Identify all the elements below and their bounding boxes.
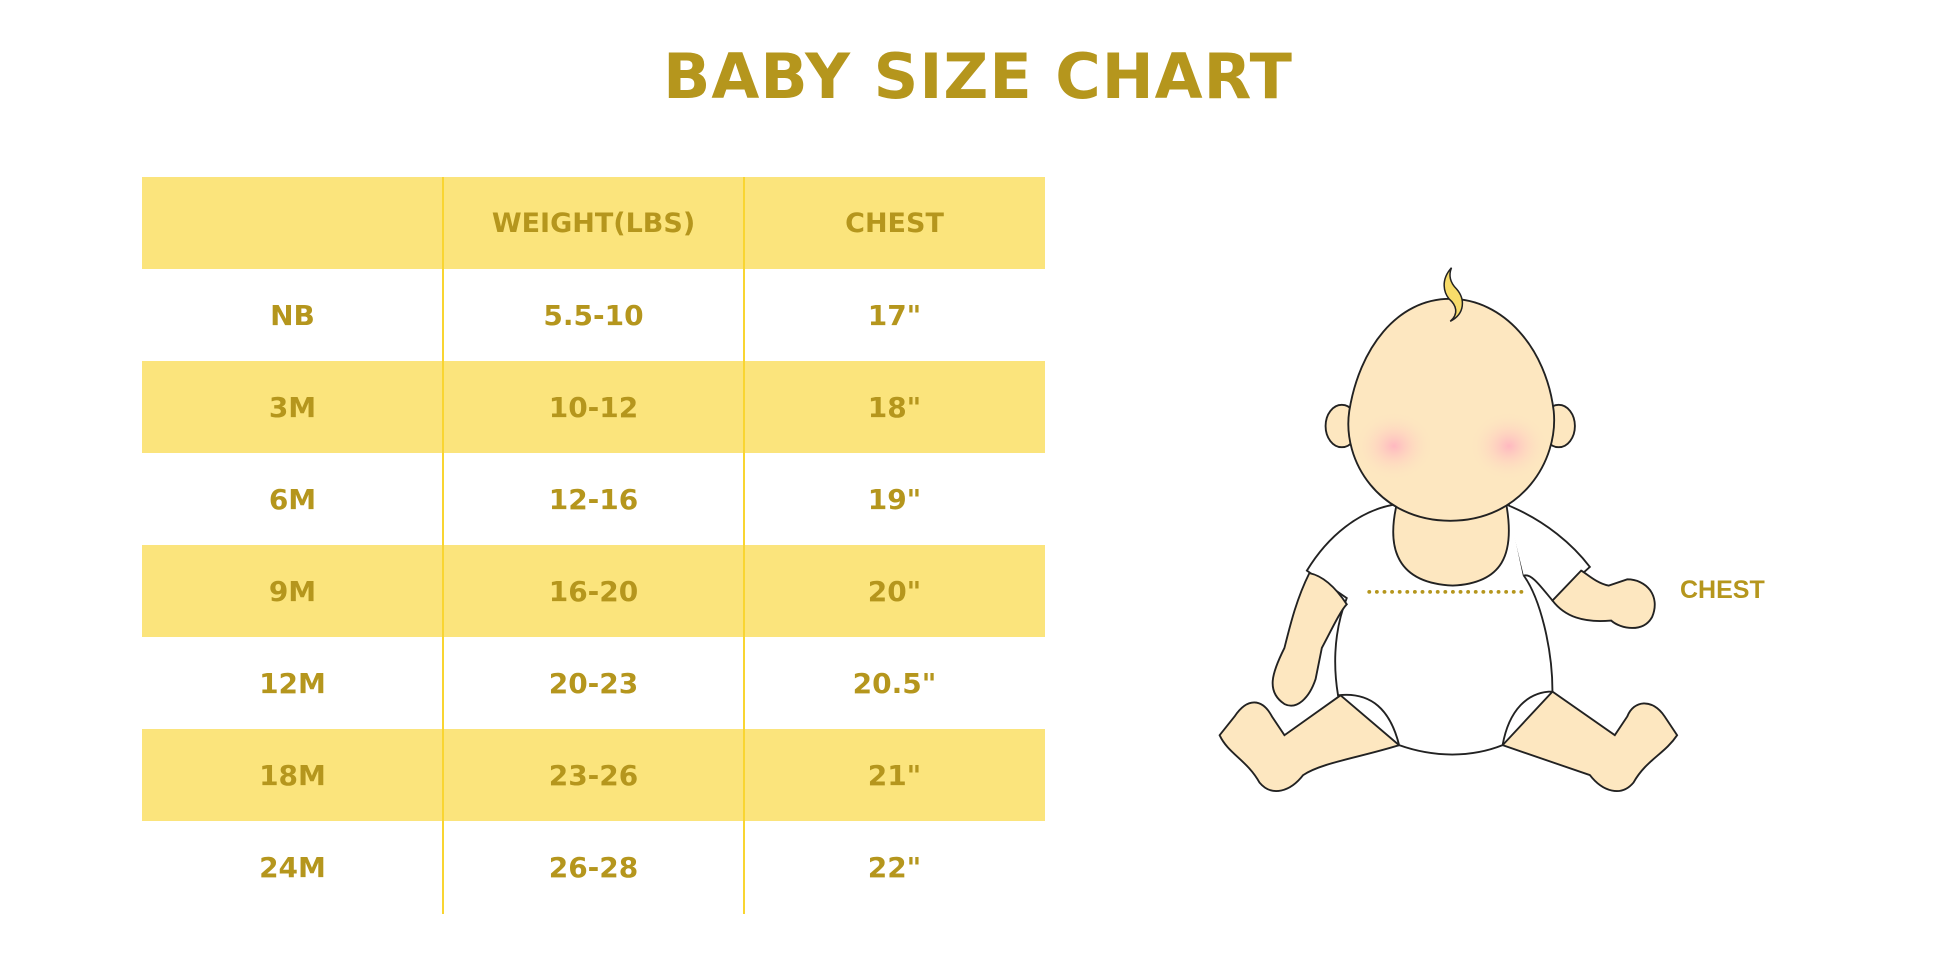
table-row: 6M 12-16 19" bbox=[142, 453, 1045, 545]
table-row: NB 5.5-10 17" bbox=[142, 269, 1045, 361]
weight-cell: 5.5-10 bbox=[543, 298, 644, 332]
chest-cell: 19" bbox=[867, 482, 922, 516]
size-cell: 3M bbox=[268, 390, 317, 424]
table-row: 18M 23-26 21" bbox=[142, 729, 1045, 821]
baby-illustration bbox=[1218, 267, 1679, 792]
weight-cell: 16-20 bbox=[548, 574, 639, 608]
header-cell: WEIGHT(LBS) bbox=[491, 207, 696, 239]
chest-cell: 17" bbox=[867, 298, 922, 332]
weight-cell: 23-26 bbox=[548, 758, 639, 792]
table-row: 3M 10-12 18" bbox=[142, 361, 1045, 453]
table-row: 9M 16-20 20" bbox=[142, 545, 1045, 637]
size-cell: NB bbox=[270, 298, 315, 332]
table-row: 24M 26-28 22" bbox=[142, 821, 1045, 913]
size-cell: 9M bbox=[268, 574, 317, 608]
chest-cell: 22" bbox=[867, 850, 922, 884]
weight-cell: 20-23 bbox=[548, 666, 639, 700]
chest-cell: 21" bbox=[867, 758, 922, 792]
weight-cell: 12-16 bbox=[548, 482, 639, 516]
page-title: BABY SIZE CHART bbox=[663, 40, 1293, 113]
column-divider bbox=[442, 177, 444, 914]
size-cell: 24M bbox=[259, 850, 326, 884]
weight-cell: 10-12 bbox=[548, 390, 639, 424]
size-cell: 18M bbox=[259, 758, 326, 792]
size-cell: 6M bbox=[268, 482, 317, 516]
size-cell: 12M bbox=[259, 666, 326, 700]
chest-cell: 18" bbox=[867, 390, 922, 424]
table-header-row: WEIGHT(LBS) CHEST bbox=[142, 177, 1045, 269]
weight-cell: 26-28 bbox=[548, 850, 639, 884]
chest-cell: 20.5" bbox=[852, 666, 937, 700]
size-table: WEIGHT(LBS) CHEST NB 5.5-10 17" 3M 10-12 18" 6… bbox=[142, 177, 1045, 913]
column-divider bbox=[743, 177, 745, 914]
header-cell: CHEST bbox=[845, 207, 944, 239]
chest-label: CHEST bbox=[1680, 576, 1765, 604]
chest-cell: 20" bbox=[867, 574, 922, 608]
table-row: 12M 20-23 20.5" bbox=[142, 637, 1045, 729]
